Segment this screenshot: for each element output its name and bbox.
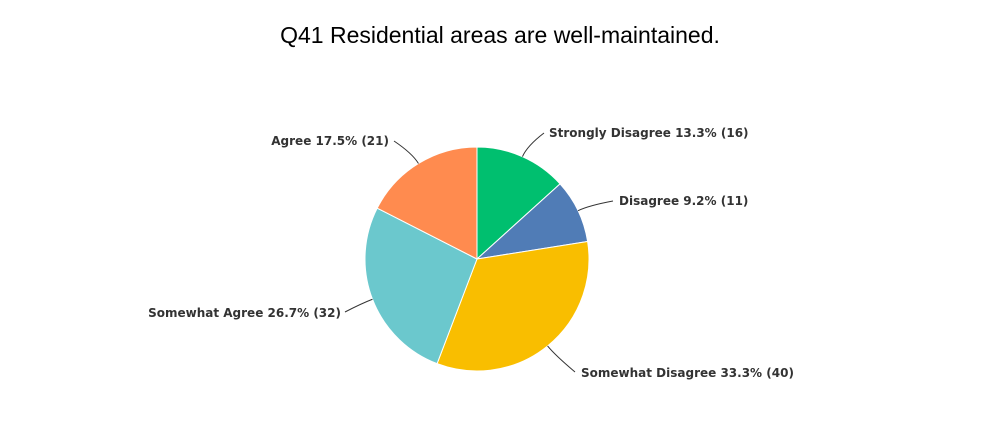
chart-title: Q41 Residential areas are well-maintaine… (280, 22, 720, 48)
slice-label-somewhat-agree: Somewhat Agree 26.7% (32) (148, 306, 341, 320)
leader-line-somewhat-disagree (547, 345, 576, 373)
leader-line-somewhat-agree (344, 298, 373, 313)
pie-slice-somewhat-disagree (436, 240, 590, 372)
pie-slice-somewhat-agree (364, 207, 478, 365)
pie-slice-agree (376, 146, 478, 260)
leader-line-agree (393, 140, 419, 164)
slice-label-agree: Agree 17.5% (21) (271, 134, 389, 148)
leader-line-disagree (577, 200, 614, 212)
leader-line-strongly-disagree (521, 132, 545, 157)
slice-label-strongly-disagree: Strongly Disagree 13.3% (16) (549, 126, 749, 140)
slice-label-disagree: Disagree 9.2% (11) (619, 194, 748, 208)
pie-slice-strongly-disagree (476, 146, 561, 261)
slice-label-somewhat-disagree: Somewhat Disagree 33.3% (40) (581, 366, 794, 380)
